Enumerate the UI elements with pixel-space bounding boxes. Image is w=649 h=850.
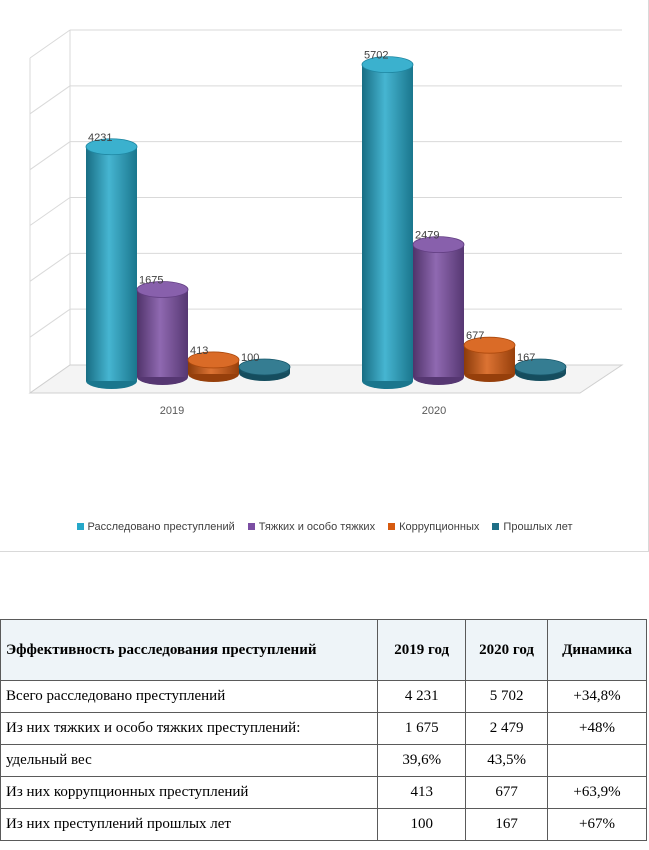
bar-body	[362, 64, 413, 381]
cell-2019: 413	[377, 776, 467, 809]
cell-dynamics: +63,9%	[547, 776, 647, 809]
data-label: 100	[241, 352, 259, 364]
legend-swatch	[492, 523, 500, 530]
bar-top	[238, 358, 291, 376]
bar-chart: 4231 1675 413 100 2019 5702 2479 677 167 2020	[28, 29, 624, 417]
legend-label: Коррупционных	[399, 521, 480, 533]
cell-dynamics: +34,8%	[547, 680, 647, 713]
gridline-side	[29, 252, 71, 282]
table-row: Из них тяжких и особо тяжких преступлени…	[0, 712, 647, 745]
cell-2020: 167	[465, 808, 549, 841]
header-cell: 2019 год	[377, 619, 467, 681]
data-label: 167	[517, 352, 535, 364]
data-label: 677	[466, 330, 484, 342]
legend-label: Расследовано преступлений	[87, 521, 235, 533]
data-label: 413	[190, 345, 208, 357]
legend-swatch	[247, 523, 255, 530]
gridline-side	[29, 308, 71, 338]
header-cell: 2020 год	[465, 619, 549, 681]
cell-2019: 1 675	[377, 712, 467, 745]
bar-top	[187, 351, 240, 369]
table-row: Из них преступлений прошлых лет 100 167 …	[0, 808, 647, 841]
header-cell: Динамика	[547, 619, 647, 681]
bar-top	[136, 281, 189, 298]
legend-item: Тяжких и особо тяжких	[247, 521, 376, 533]
cell-dynamics	[547, 744, 647, 777]
bar-body	[137, 289, 188, 377]
cell-2019: 39,6%	[377, 744, 467, 777]
cell-2020: 677	[465, 776, 549, 809]
chart-legend: Расследовано преступлений Тяжких и особо…	[0, 521, 649, 533]
row-label: Из них тяжких и особо тяжких преступлени…	[0, 712, 379, 745]
bar-top	[514, 358, 567, 376]
table-header-row: Эффективность расследования преступлений…	[0, 619, 647, 681]
legend-label: Тяжких и особо тяжких	[258, 521, 376, 533]
bar-top	[412, 236, 465, 253]
gridline-side	[29, 197, 71, 226]
efficiency-table: Эффективность расследования преступлений…	[0, 619, 647, 841]
category-tick-label: 2019	[160, 405, 184, 417]
legend-swatch	[388, 523, 396, 530]
bar-body	[413, 244, 464, 377]
category-tick-label: 2020	[422, 405, 446, 417]
bar-top	[463, 336, 516, 354]
legend-swatch	[76, 523, 84, 530]
cell-2019: 100	[377, 808, 467, 841]
bar-top	[85, 138, 138, 156]
gridline-side	[29, 141, 71, 171]
legend-item: Расследовано преступлений	[76, 521, 235, 533]
table-row: удельный вес 39,6% 43,5%	[0, 744, 647, 777]
legend-item: Коррупционных	[388, 521, 479, 533]
legend-item: Прошлых лет	[492, 521, 572, 533]
table-row: Всего расследовано преступлений 4 231 5 …	[0, 680, 647, 713]
gridline-side	[29, 85, 71, 115]
cell-2020: 5 702	[465, 680, 549, 713]
data-label: 4231	[88, 132, 112, 144]
row-label: Всего расследовано преступлений	[0, 680, 379, 713]
bar-top	[361, 56, 414, 74]
row-label: Из них преступлений прошлых лет	[0, 808, 379, 841]
bar-body	[86, 146, 137, 381]
table-row: Из них коррупционных преступлений 413 67…	[0, 776, 647, 809]
cell-dynamics: +48%	[547, 712, 647, 745]
legend-label: Прошлых лет	[503, 521, 573, 533]
data-label: 1675	[139, 274, 163, 286]
cell-dynamics: +67%	[547, 808, 647, 841]
data-label: 5702	[364, 50, 388, 62]
row-label: удельный вес	[0, 744, 379, 777]
gridline-side	[29, 29, 71, 59]
cell-2020: 43,5%	[465, 744, 549, 777]
cell-2019: 4 231	[377, 680, 467, 713]
header-cell: Эффективность расследования преступлений	[0, 619, 379, 681]
data-label: 2479	[415, 230, 439, 242]
cell-2020: 2 479	[465, 712, 549, 745]
chart-panel: 4231 1675 413 100 2019 5702 2479 677 167 2020 Рас…	[0, 0, 649, 552]
row-label: Из них коррупционных преступлений	[0, 776, 379, 809]
